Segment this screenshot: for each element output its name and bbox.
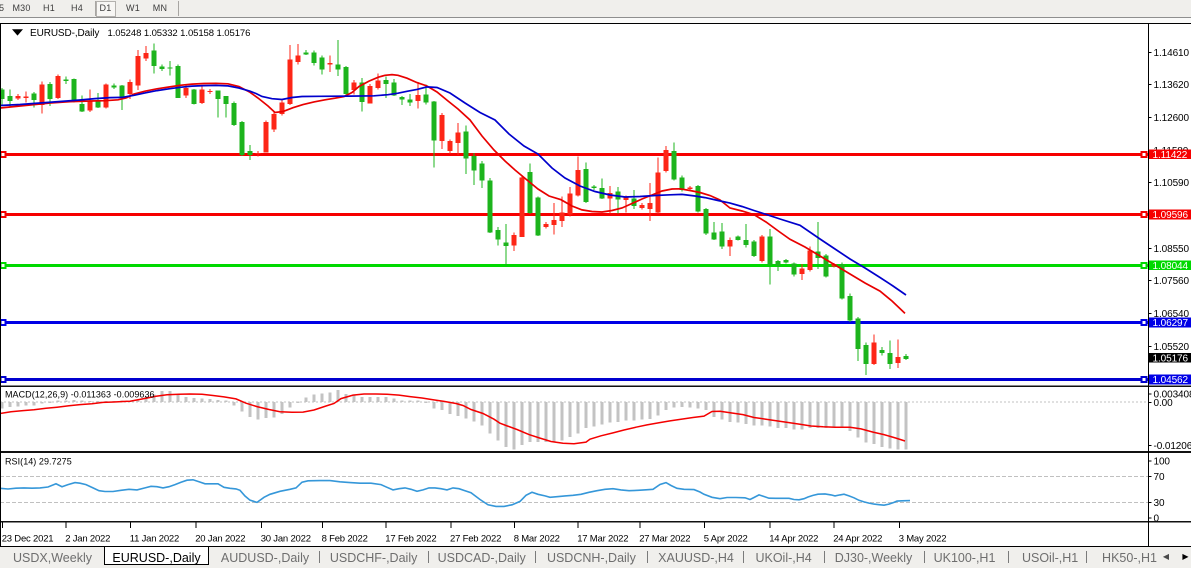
svg-text:17 Mar 2022: 17 Mar 2022 [577, 534, 628, 545]
svg-text:1.06540: 1.06540 [1154, 309, 1190, 320]
svg-text:1.05248 1.05332 1.05158 1.0517: 1.05248 1.05332 1.05158 1.05176 [108, 28, 251, 39]
svg-text:1.05520: 1.05520 [1154, 342, 1190, 353]
svg-text:5 Apr 2022: 5 Apr 2022 [704, 534, 748, 545]
svg-text:14 Apr 2022: 14 Apr 2022 [769, 534, 818, 545]
svg-text:1.11422: 1.11422 [1153, 150, 1188, 161]
svg-text:1.09596: 1.09596 [1153, 210, 1189, 221]
svg-text:8 Mar 2022: 8 Mar 2022 [514, 534, 560, 545]
svg-text:1.08550: 1.08550 [1154, 244, 1190, 255]
svg-text:11 Jan 2022: 11 Jan 2022 [130, 534, 179, 545]
svg-text:20 Jan 2022: 20 Jan 2022 [195, 534, 245, 545]
svg-text:0.003408: 0.003408 [1154, 389, 1191, 400]
svg-text:MACD(12,26,9) -0.011363 -0.009: MACD(12,26,9) -0.011363 -0.009636 [5, 390, 155, 400]
svg-text:17 Feb 2022: 17 Feb 2022 [385, 534, 436, 545]
svg-text:30 Jan 2022: 30 Jan 2022 [261, 534, 311, 545]
svg-text:23 Dec 2021: 23 Dec 2021 [2, 534, 54, 545]
svg-text:1.08044: 1.08044 [1153, 261, 1189, 272]
svg-text:1.10590: 1.10590 [1154, 178, 1190, 189]
svg-text:2 Jan 2022: 2 Jan 2022 [65, 534, 110, 545]
svg-text:1.06297: 1.06297 [1153, 318, 1189, 329]
svg-text:30: 30 [1154, 498, 1165, 509]
svg-text:0: 0 [1154, 514, 1160, 525]
svg-text:24 Apr 2022: 24 Apr 2022 [833, 534, 882, 545]
svg-text:0.00: 0.00 [1154, 398, 1174, 409]
svg-text:1.14610: 1.14610 [1154, 48, 1190, 59]
svg-text:1.05176: 1.05176 [1153, 353, 1189, 364]
svg-text:70: 70 [1154, 472, 1165, 483]
svg-text:27 Mar 2022: 27 Mar 2022 [639, 534, 690, 545]
svg-text:100: 100 [1154, 457, 1171, 468]
svg-text:RSI(14) 29.7275: RSI(14) 29.7275 [5, 456, 72, 466]
svg-text:3 May 2022: 3 May 2022 [899, 534, 947, 545]
svg-text:1.04562: 1.04562 [1153, 375, 1189, 386]
svg-text:EURUSD-,Daily: EURUSD-,Daily [30, 28, 99, 39]
svg-text:1.12600: 1.12600 [1154, 113, 1190, 124]
svg-text:1.07560: 1.07560 [1154, 276, 1190, 287]
svg-text:8 Feb 2022: 8 Feb 2022 [322, 534, 368, 545]
svg-text:27 Feb 2022: 27 Feb 2022 [450, 534, 501, 545]
svg-text:1.13620: 1.13620 [1154, 80, 1190, 91]
svg-text:-0.012066: -0.012066 [1154, 441, 1191, 452]
